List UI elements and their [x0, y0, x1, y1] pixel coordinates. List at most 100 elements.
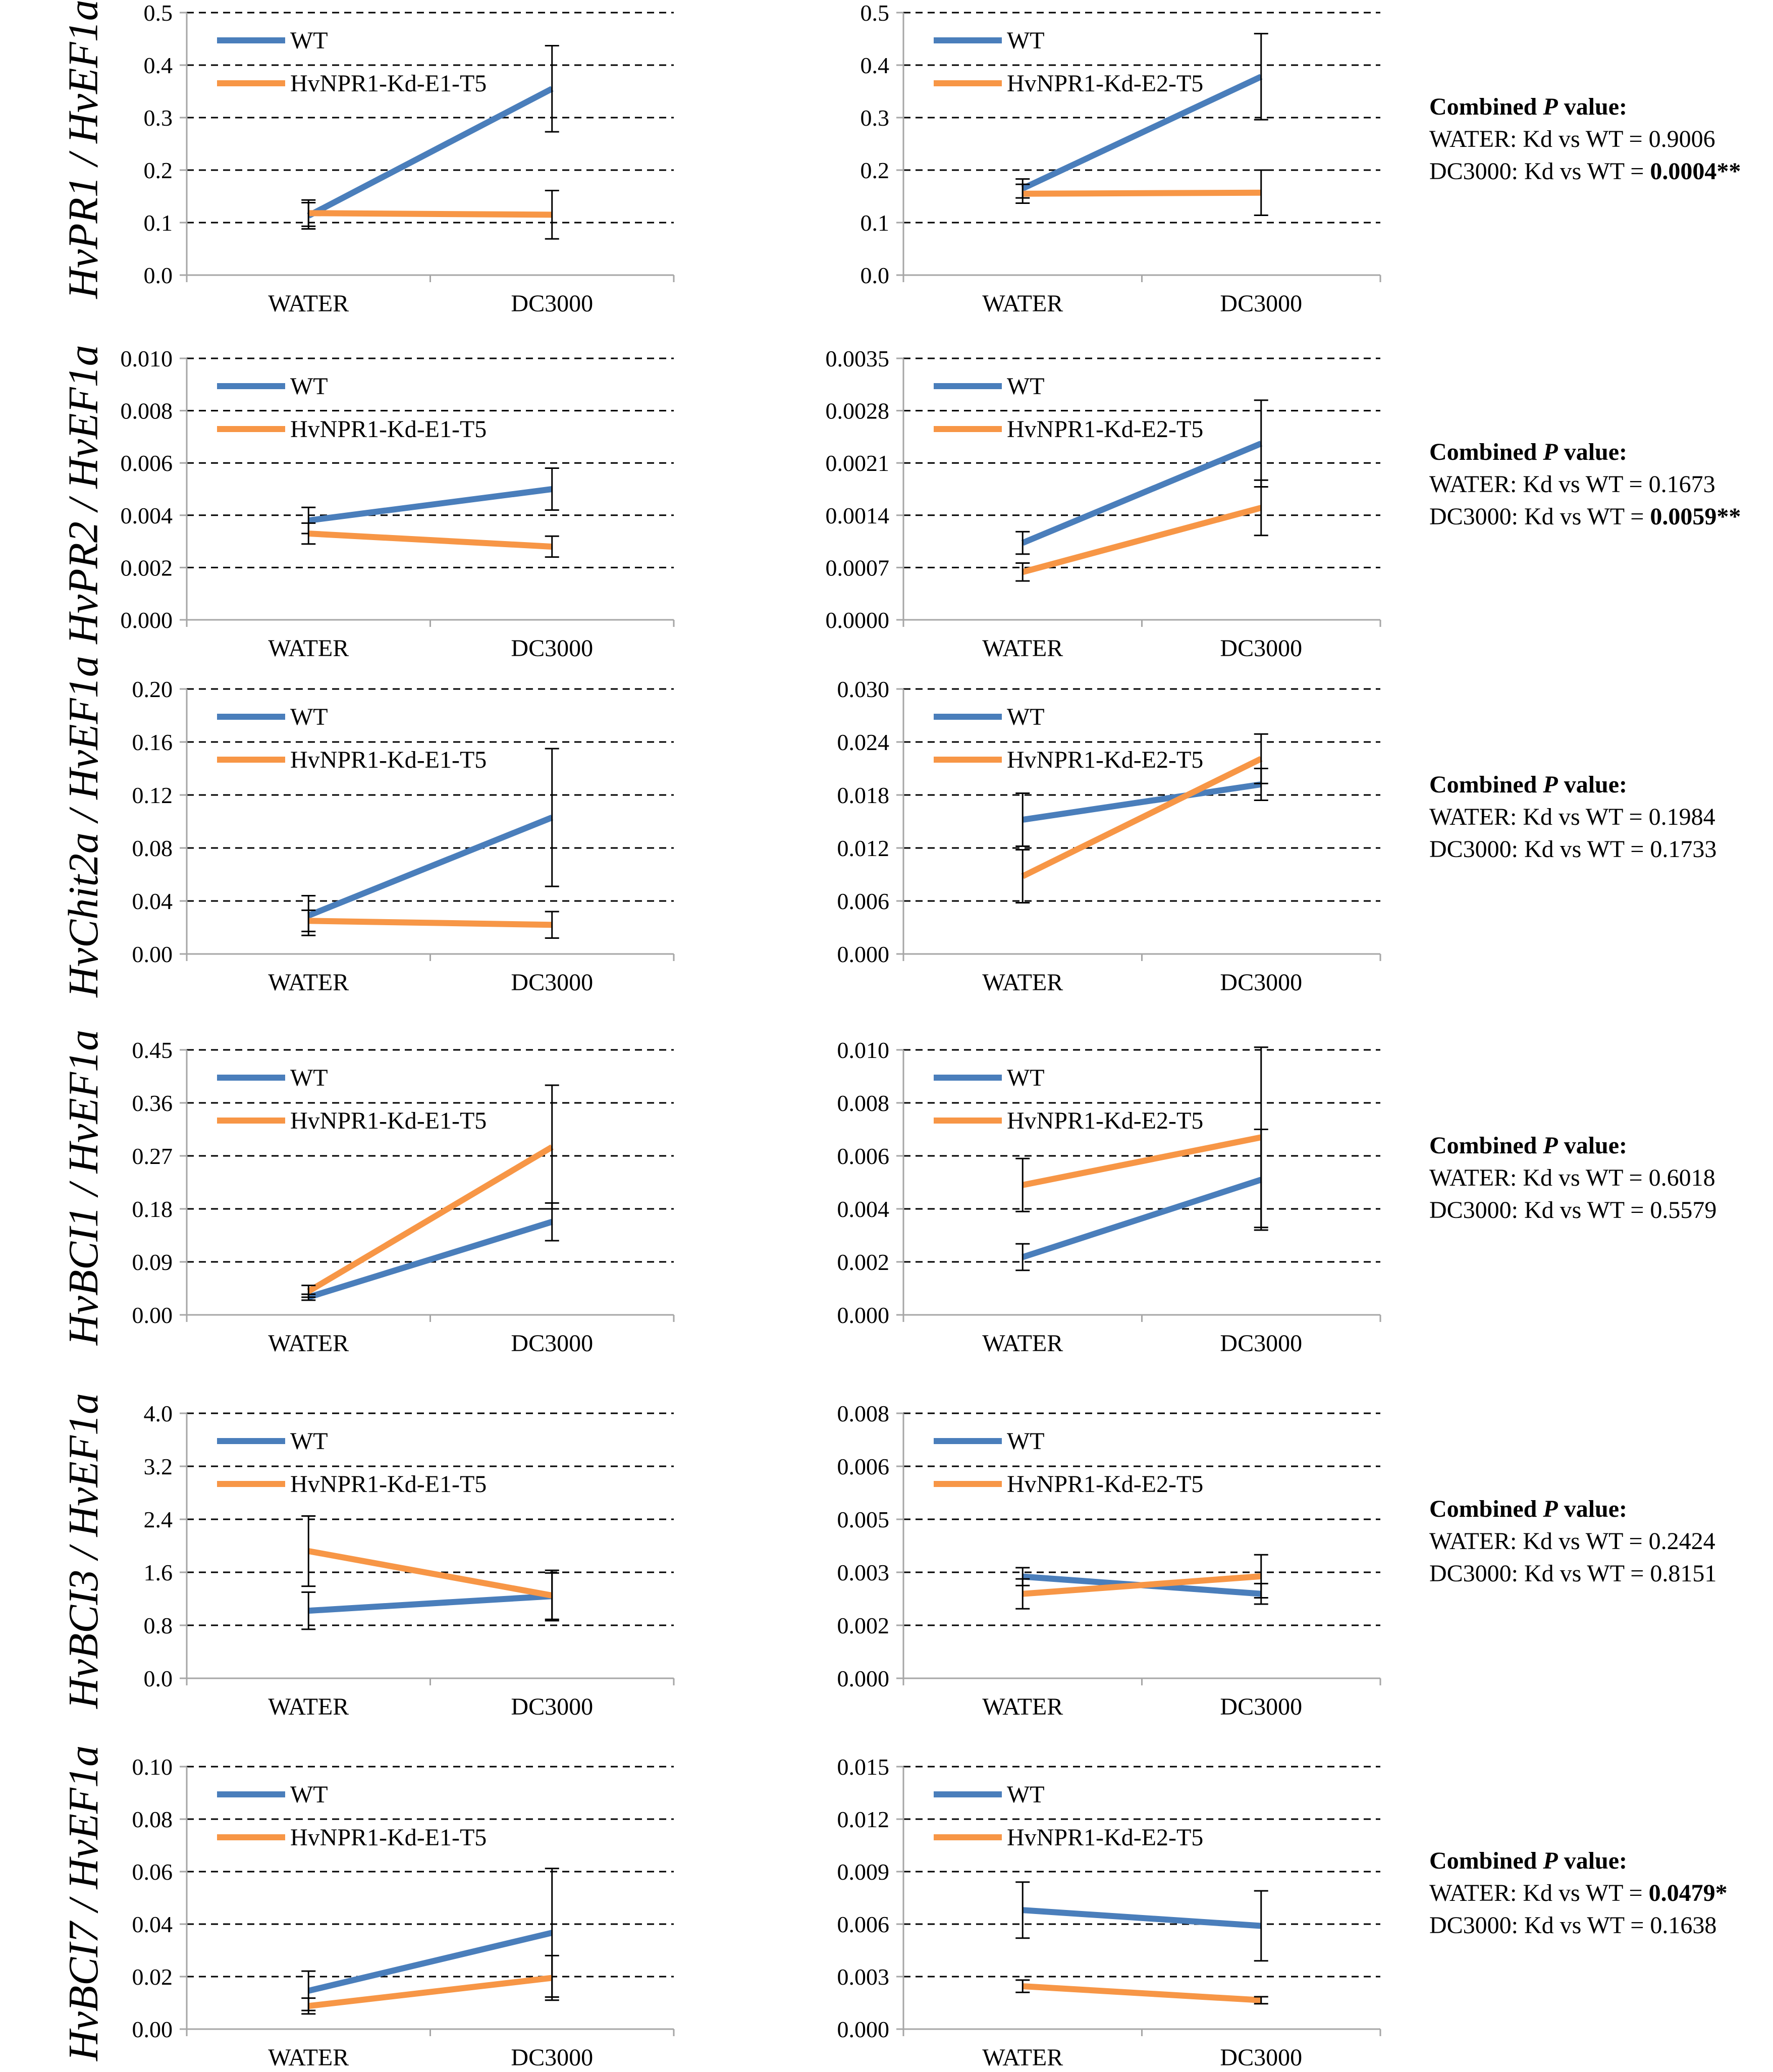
data-point	[1261, 1925, 1262, 1926]
x-tick-label: DC3000	[1220, 1693, 1302, 1720]
pvalue-water-value: 0.6018	[1648, 1164, 1715, 1191]
chart-8: 0.000 0.002 0.004 0.006 0.008 0.010 WATER DC300…	[837, 1037, 1381, 1357]
pvalue-title-p: P	[1543, 1132, 1558, 1159]
pvalue-water-value: 0.1673	[1648, 471, 1715, 498]
legend-label: HvNPR1-Kd-E1-T5	[290, 1107, 487, 1134]
y-tick-label: 0.0014	[826, 503, 890, 528]
pvalue-water: WATER: Kd vs WT = 0.9006	[1429, 123, 1741, 155]
pvalue-dc3000-value: 0.5579	[1650, 1196, 1717, 1224]
pvalue-title-suffix: value:	[1557, 1495, 1628, 1522]
data-point	[552, 1978, 553, 1979]
y-tick-label: 0.18	[132, 1196, 173, 1222]
series-line-kd	[1023, 189, 1261, 197]
series-line-kd	[1022, 1573, 1262, 1597]
chart-1: 0.0 0.1 0.2 0.3 0.4 0.5 WATER DC3000 WT HvNPR1-Kd…	[144, 0, 675, 317]
y-tick-label: 0.002	[837, 1613, 890, 1638]
y-tick-label: 4.0	[144, 1401, 173, 1426]
pvalue-title-p: P	[1543, 771, 1558, 798]
pvalue-dc3000-value: 0.1733	[1650, 835, 1717, 863]
pvalue-water-label: WATER: Kd vs WT =	[1429, 1527, 1649, 1555]
chart-3: 0.000 0.002 0.004 0.006 0.008 0.010 WATER DC300…	[121, 346, 675, 662]
y-tick-label: 0.0035	[826, 346, 890, 371]
series-line-kd	[1022, 505, 1262, 575]
legend-label: WT	[1007, 27, 1045, 54]
data-point	[1261, 1137, 1262, 1138]
pvalue-block: Combined P value: WATER: Kd vs WT = 0.198…	[1429, 769, 1716, 866]
data-point	[1022, 876, 1023, 877]
x-tick-label: DC3000	[1220, 1330, 1302, 1357]
y-tick-label: 0.002	[837, 1249, 890, 1275]
data-point	[552, 817, 553, 818]
series-line-kd	[308, 1548, 553, 1599]
y-axis-title: HvChit2a / HvEF1a	[60, 656, 107, 997]
pvalue-dc3000: DC3000: Kd vs WT = 0.1733	[1429, 833, 1716, 866]
pvalue-title: Combined P value:	[1429, 1845, 1728, 1877]
y-tick-label: 0.2	[144, 157, 173, 183]
y-tick-label: 0.5	[144, 0, 173, 26]
data-point	[1022, 193, 1023, 194]
legend-label: HvNPR1-Kd-E1-T5	[290, 1824, 487, 1851]
x-tick-label: WATER	[982, 2044, 1063, 2071]
y-tick-label: 0.12	[132, 782, 173, 808]
y-tick-label: 0.0028	[826, 398, 890, 424]
y-tick-label: 0.006	[121, 450, 173, 476]
y-tick-label: 0.27	[132, 1143, 173, 1169]
y-tick-label: 0.006	[837, 1454, 890, 1479]
data-point	[1022, 819, 1023, 820]
y-tick-label: 0.010	[837, 1037, 890, 1063]
y-tick-label: 0.006	[837, 1143, 890, 1169]
x-tick-label: DC3000	[511, 635, 593, 662]
x-tick-label: WATER	[268, 290, 349, 317]
data-point	[552, 1147, 553, 1148]
data-point	[552, 88, 553, 89]
pvalue-title: Combined P value:	[1429, 436, 1741, 468]
pvalue-dc3000-label: DC3000: Kd vs WT =	[1429, 1912, 1650, 1939]
x-tick-label: WATER	[268, 2044, 349, 2071]
pvalue-title-suffix: value:	[1557, 1132, 1628, 1159]
pvalue-water-label: WATER: Kd vs WT =	[1429, 471, 1649, 498]
series-line-wt	[308, 486, 553, 524]
legend-label: HvNPR1-Kd-E1-T5	[290, 416, 487, 443]
y-tick-label: 0.00	[132, 1302, 173, 1328]
series-line-kd	[1022, 1983, 1262, 2003]
pvalue-water: WATER: Kd vs WT = 0.6018	[1429, 1162, 1716, 1194]
pvalue-title-suffix: value:	[1557, 439, 1628, 465]
pvalue-dc3000: DC3000: Kd vs WT = 0.8151	[1429, 1558, 1716, 1590]
y-axis-title: HvBCI3 / HvEF1a	[60, 1393, 107, 1709]
series-line-wt	[307, 815, 553, 919]
pvalue-block: Combined P value: WATER: Kd vs WT = 0.900…	[1429, 91, 1741, 188]
pvalue-title-prefix: Combined	[1429, 1495, 1543, 1522]
pvalue-dc3000-label: DC3000: Kd vs WT =	[1429, 158, 1650, 185]
data-point	[1022, 1576, 1023, 1577]
x-tick-label: WATER	[982, 635, 1063, 662]
legend-label: WT	[1007, 704, 1045, 730]
x-tick-label: WATER	[268, 1330, 349, 1357]
x-tick-label: DC3000	[511, 1330, 593, 1357]
y-tick-label: 0.003	[837, 1560, 890, 1585]
data-point	[308, 520, 309, 521]
x-tick-label: DC3000	[511, 2044, 593, 2071]
legend-label: HvNPR1-Kd-E1-T5	[290, 747, 487, 773]
legend-label: HvNPR1-Kd-E2-T5	[1007, 70, 1203, 97]
pvalue-block: Combined P value: WATER: Kd vs WT = 0.047…	[1429, 1845, 1728, 1942]
y-tick-label: 0.00	[132, 941, 173, 967]
y-tick-label: 0.0	[861, 262, 890, 288]
y-tick-label: 0.008	[837, 1090, 890, 1116]
pvalue-water-label: WATER: Kd vs WT =	[1429, 126, 1649, 152]
y-axis-title: HvPR2 / HvEF1a	[60, 344, 107, 644]
legend-label: HvNPR1-Kd-E2-T5	[1007, 1824, 1203, 1851]
pvalue-water: WATER: Kd vs WT = 0.2424	[1429, 1525, 1716, 1558]
data-point	[308, 1551, 309, 1552]
y-tick-label: 0.009	[837, 1859, 890, 1885]
data-point	[308, 2005, 309, 2006]
y-tick-label: 0.02	[132, 1964, 173, 1990]
series-line-kd	[308, 1975, 553, 2009]
pvalue-dc3000-label: DC3000: Kd vs WT =	[1429, 503, 1650, 530]
y-tick-label: 0.000	[837, 1666, 890, 1691]
y-tick-label: 0.006	[837, 1911, 890, 1937]
data-point	[552, 546, 553, 547]
data-point	[308, 920, 309, 921]
pvalue-dc3000-value: 0.0004**	[1650, 158, 1741, 185]
pvalue-dc3000-label: DC3000: Kd vs WT =	[1429, 1560, 1650, 1587]
